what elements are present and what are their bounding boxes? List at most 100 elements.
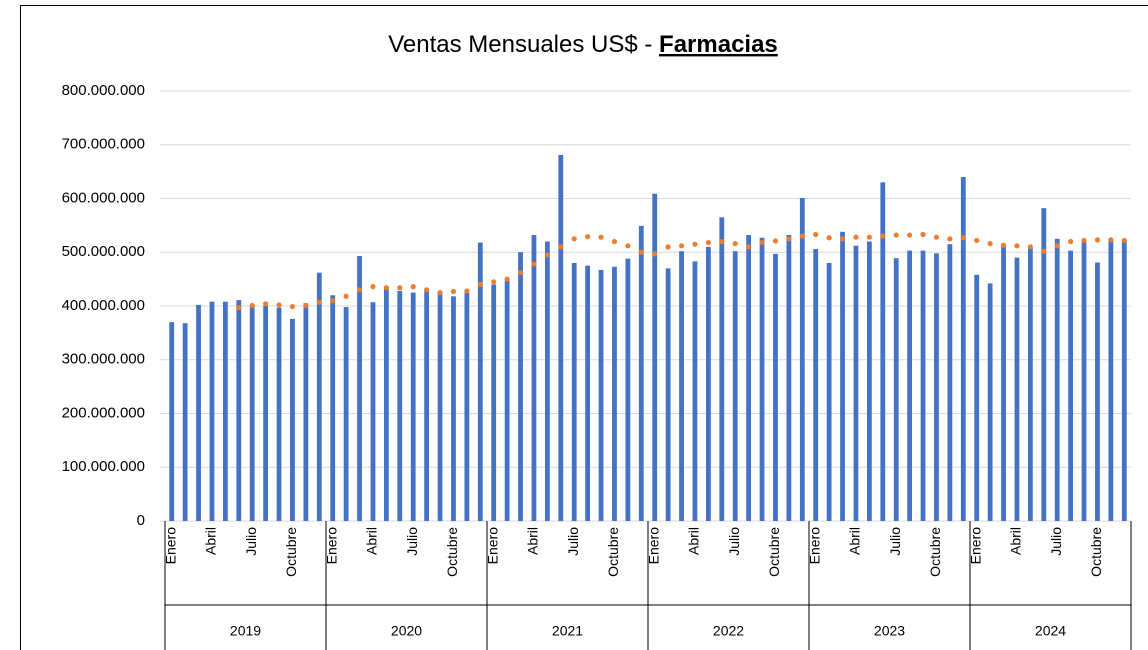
trend-dot xyxy=(974,237,980,244)
x-tick-label: Octubre xyxy=(283,527,299,577)
bar xyxy=(974,274,980,521)
bar xyxy=(196,304,201,521)
trend-dot xyxy=(303,302,309,309)
bar xyxy=(330,295,336,521)
bar xyxy=(746,235,752,522)
trend-dot xyxy=(424,287,430,293)
chart-title: Ventas Mensuales US$ - Farmacias xyxy=(388,31,778,58)
trend-dot xyxy=(678,243,685,249)
trend-dot xyxy=(531,261,537,267)
bar xyxy=(209,301,215,521)
trend-dot xyxy=(813,231,819,238)
trend-dot xyxy=(330,298,336,304)
bar xyxy=(598,269,604,521)
trend-dot xyxy=(746,244,752,250)
bar xyxy=(960,177,966,521)
bar xyxy=(1068,250,1074,521)
trend-dot xyxy=(1054,243,1060,249)
bar xyxy=(719,217,725,521)
trend-dot xyxy=(236,305,242,311)
bar xyxy=(303,303,309,521)
trend-dot xyxy=(477,281,483,288)
bar xyxy=(437,292,443,521)
bar xyxy=(612,266,617,521)
trend-dot xyxy=(437,289,443,296)
bar xyxy=(813,249,819,521)
trend-dot xyxy=(571,236,577,242)
bar xyxy=(397,290,403,521)
bar xyxy=(987,283,993,521)
title-main: Ventas Mensuales US$ - xyxy=(388,31,652,58)
x-tick-label: Julio xyxy=(243,527,259,556)
trend-dot xyxy=(719,238,725,245)
trend-dot xyxy=(839,236,846,242)
trend-dot xyxy=(799,233,805,239)
bar xyxy=(451,296,456,521)
bar xyxy=(1095,262,1100,521)
trend-dot xyxy=(410,284,416,290)
y-tick-label: 100.000.000 xyxy=(62,458,145,475)
trend-dot xyxy=(893,232,899,238)
y-tick-label: 500.000.000 xyxy=(62,243,145,260)
bar xyxy=(1121,239,1127,521)
trend-dot xyxy=(705,239,711,246)
bar xyxy=(934,253,939,521)
trend-dot xyxy=(263,301,269,307)
bar xyxy=(665,268,671,521)
y-tick-label: 600.000.000 xyxy=(62,189,145,206)
bar xyxy=(880,182,886,521)
bar xyxy=(558,154,564,521)
bar xyxy=(853,245,859,522)
x-tick-label: Abril xyxy=(525,527,541,555)
trend-dot xyxy=(1121,237,1127,244)
trend-dot xyxy=(853,234,859,240)
trend-dot xyxy=(987,241,993,247)
bar xyxy=(276,307,282,521)
bar xyxy=(316,272,322,521)
bar xyxy=(424,289,430,521)
trend-dot xyxy=(1094,237,1101,243)
trend-dot xyxy=(343,293,349,299)
trend-dot xyxy=(638,249,644,255)
trend-dot xyxy=(692,241,698,247)
x-tick-label: Enero xyxy=(323,527,339,565)
trend-dot xyxy=(947,236,953,242)
x-tick-label: Abril xyxy=(364,527,380,555)
trend-dot xyxy=(558,244,564,250)
bar xyxy=(638,225,644,521)
trend-dot xyxy=(1081,237,1087,244)
bar xyxy=(464,292,470,521)
trend-dot xyxy=(611,238,618,245)
bar xyxy=(370,302,376,521)
group-label: 2024 xyxy=(1035,623,1066,639)
trend-dot xyxy=(598,234,604,240)
bar xyxy=(518,252,523,521)
trend-dot xyxy=(464,288,470,294)
y-tick-label: 300.000.000 xyxy=(62,351,145,368)
trend-dot xyxy=(1000,242,1007,248)
trend-dot xyxy=(517,270,524,276)
bar xyxy=(1014,257,1020,521)
bar xyxy=(679,251,684,522)
x-tick-label: Julio xyxy=(887,527,903,556)
bar xyxy=(531,235,537,522)
bar xyxy=(182,323,188,521)
x-tick-label: Enero xyxy=(806,527,822,565)
group-label: 2022 xyxy=(713,623,744,639)
bar xyxy=(343,307,349,521)
x-tick-label: Julio xyxy=(1048,527,1064,556)
trend-dot xyxy=(1068,238,1074,245)
bar xyxy=(732,251,738,522)
bar xyxy=(585,265,591,521)
bar xyxy=(491,284,497,521)
x-tick-label: Enero xyxy=(162,527,178,565)
x-tick-label: Julio xyxy=(565,527,581,556)
y-tick-label: 800.000.000 xyxy=(62,82,145,99)
trend-dot xyxy=(1041,248,1047,254)
bar xyxy=(169,322,175,521)
bar xyxy=(544,241,550,521)
group-label: 2019 xyxy=(230,623,261,639)
y-tick-label: 0 xyxy=(137,512,145,529)
y-tick-label: 200.000.000 xyxy=(62,404,145,421)
